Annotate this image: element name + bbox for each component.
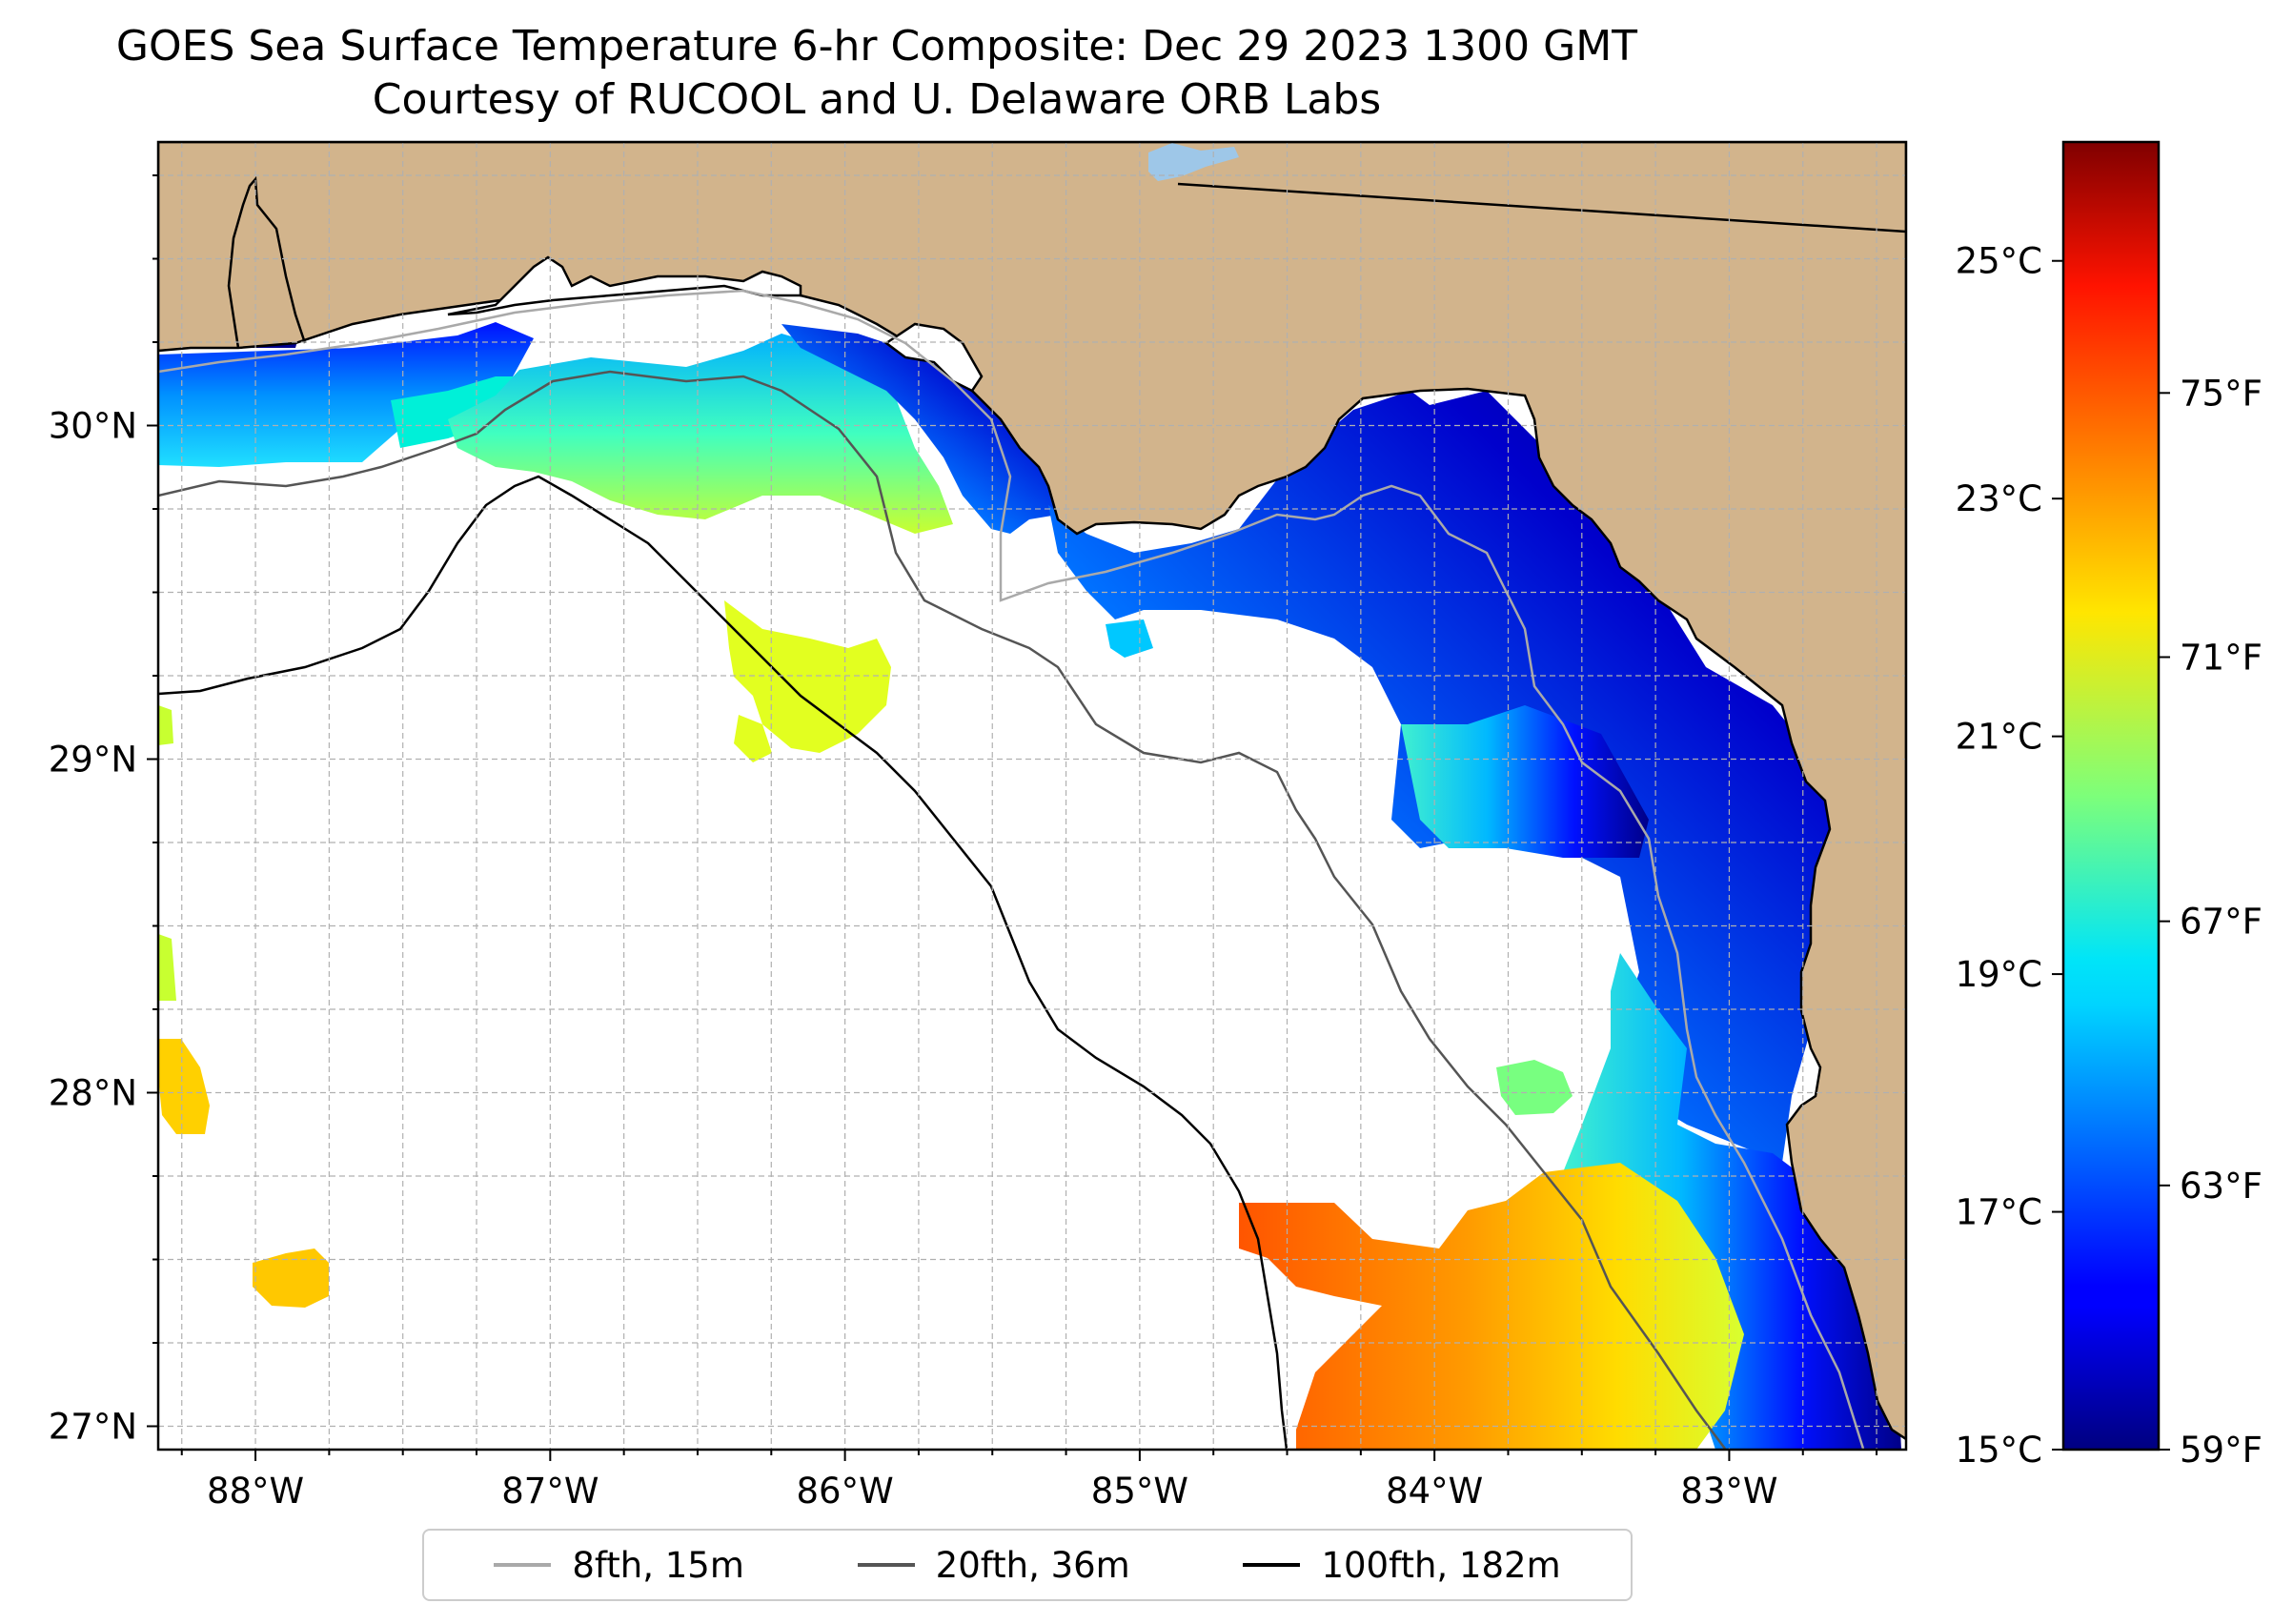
sst-west-nearshore-band: [391, 376, 519, 448]
lat-tick-label: 28°N: [49, 1073, 137, 1114]
legend-item-20fth: 20fth, 36m: [857, 1544, 1130, 1586]
sst-edge-patch: [158, 705, 173, 745]
axis-ticks: 88°W 87°W 86°W 85°W 84°W 83°W 27°N 28°N 29°N 30°N: [49, 174, 1878, 1512]
fahrenheit-tick-label: 71°F: [2180, 637, 2263, 678]
lon-tick-label: 88°W: [207, 1471, 304, 1512]
legend-label: 8fth, 15m: [572, 1544, 744, 1586]
legend-item-8fth: 8fth, 15m: [494, 1545, 744, 1586]
land: [158, 142, 1906, 1441]
lake: [1148, 143, 1239, 181]
map-canvas: [158, 142, 1906, 1450]
sst-edge-patch: [158, 934, 176, 1001]
map-frame: [156, 140, 1908, 1451]
sst-panhandle-shelf: [448, 334, 953, 534]
celsius-tick-label: 25°C: [1956, 241, 2042, 282]
celsius-tick-label: 17°C: [1956, 1192, 2042, 1233]
state-border-line: [1177, 182, 1906, 233]
celsius-tick-label: 19°C: [1956, 954, 2042, 995]
contour-legend: 8fth, 15m 20fth, 36m 100fth, 182m: [422, 1529, 1633, 1601]
legend-label: 100fth, 182m: [1321, 1544, 1561, 1586]
sst-mid-patch: [724, 600, 891, 753]
colorbar: [2061, 140, 2161, 1451]
fahrenheit-tick-label: 63°F: [2180, 1166, 2263, 1207]
lat-tick-label: 30°N: [49, 406, 137, 447]
land-mainland: [158, 142, 1906, 1441]
legend-item-100fth: 100fth, 182m: [1243, 1544, 1561, 1586]
sst-coastal-strip: [1106, 619, 1153, 658]
gridlines: [158, 142, 1906, 1450]
contour-15m: [158, 289, 1865, 1450]
map-title-line2: Courtesy of RUCOOL and U. Delaware ORB L…: [372, 75, 1382, 124]
map-title-line1: GOES Sea Surface Temperature 6-hr Compos…: [115, 22, 1638, 71]
lon-tick-label: 87°W: [501, 1471, 599, 1512]
fahrenheit-tick-label: 67°F: [2180, 902, 2263, 943]
sst-southern-warm-pool: [1239, 1163, 1744, 1450]
colorbar-ticks: 15°C 17°C 19°C 21°C 23°C 25°C 59°F 63°F 67°F 71°F…: [1956, 241, 2263, 1471]
lat-tick-label: 27°N: [49, 1407, 137, 1448]
sst-warm-blob-west: [158, 1039, 210, 1134]
lon-tick-label: 83°W: [1680, 1471, 1777, 1512]
sst-green-patch: [1496, 1060, 1573, 1115]
sst-mid-patch: [734, 715, 772, 762]
lon-tick-label: 85°W: [1091, 1471, 1188, 1512]
lat-tick-label: 29°N: [49, 740, 137, 781]
celsius-tick-label: 23°C: [1956, 478, 2042, 519]
fahrenheit-tick-label: 59°F: [2180, 1430, 2263, 1471]
mobile-bay-outline: [227, 175, 307, 349]
apalachicola-bay: [883, 322, 984, 393]
lon-tick-label: 84°W: [1386, 1471, 1483, 1512]
fahrenheit-tick-label: 75°F: [2180, 373, 2263, 414]
celsius-tick-label: 21°C: [1956, 717, 2042, 758]
legend-swatch: [1243, 1563, 1301, 1567]
sst-field: [158, 229, 1901, 1450]
legend-swatch: [857, 1563, 915, 1567]
celsius-tick-label: 15°C: [1956, 1430, 2042, 1471]
sst-destin-nearshore: [781, 324, 1058, 534]
sst-warm-blob-west: [253, 1248, 329, 1308]
lon-tick-label: 86°W: [797, 1471, 894, 1512]
sst-big-bend-offshore-lobe: [1401, 705, 1649, 858]
contour-182m: [158, 475, 1289, 1450]
legend-label: 20fth, 36m: [935, 1544, 1130, 1586]
legend-swatch: [494, 1563, 552, 1567]
